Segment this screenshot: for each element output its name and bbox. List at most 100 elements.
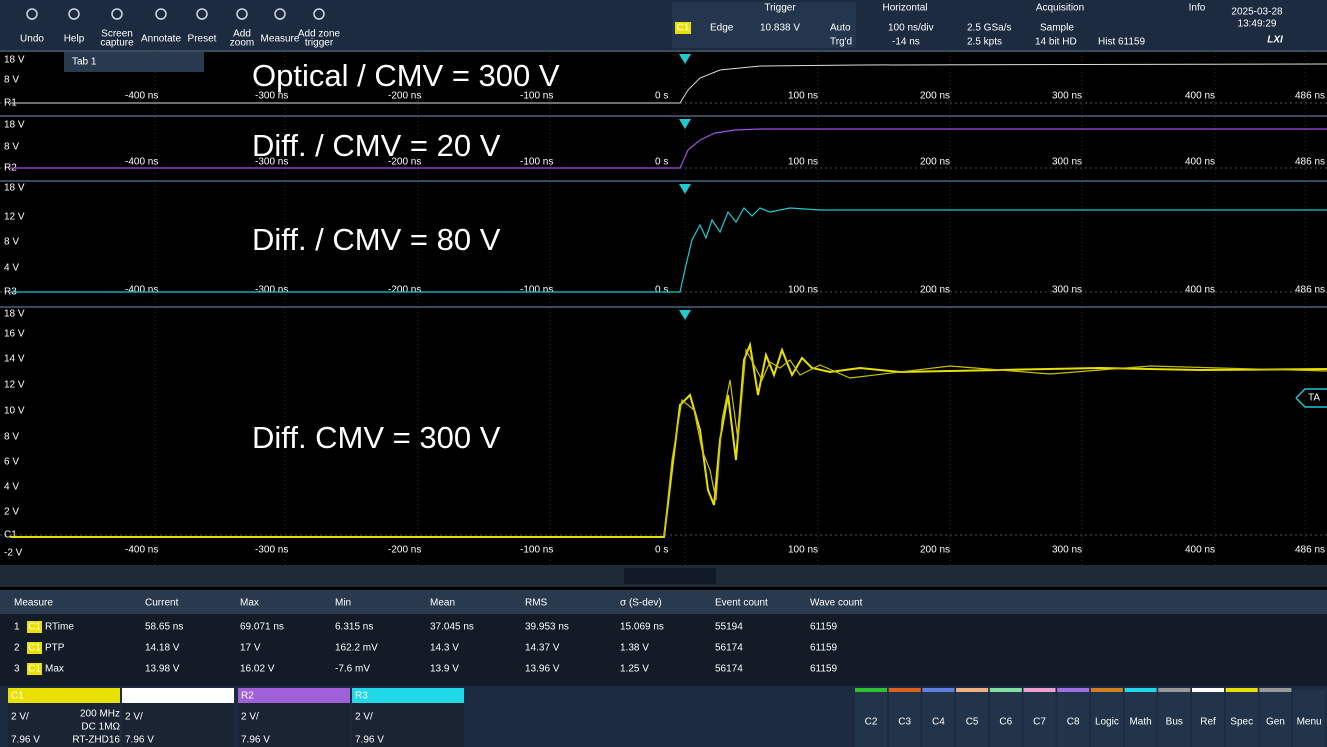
y-label: 14 V <box>4 354 25 365</box>
channel-name: R2 <box>241 691 254 702</box>
panel-title: Acquisition <box>1036 3 1084 14</box>
x-label: -100 ns <box>520 285 553 296</box>
button-label: Undo <box>20 34 44 45</box>
button-label: Measure <box>261 34 300 45</box>
trigger-arrow <box>679 54 691 64</box>
table-cell: 13.9 V <box>430 664 459 675</box>
bottom-button-label: Gen <box>1266 717 1285 728</box>
button-icon <box>274 8 286 20</box>
bottom-button[interactable] <box>1124 690 1157 747</box>
y-label: 6 V <box>4 457 19 468</box>
x-label: -100 ns <box>520 545 553 556</box>
button-label: Add zone <box>298 29 341 40</box>
y-label: 8 V <box>4 432 19 443</box>
bottom-button[interactable] <box>855 690 887 747</box>
bottom-button[interactable] <box>1192 690 1224 747</box>
acq-rate: 2.5 GSa/s <box>967 23 1011 34</box>
table-header: Min <box>335 598 351 609</box>
bottom-button[interactable] <box>1023 690 1056 747</box>
bottom-button-label: C4 <box>932 717 945 728</box>
x-label: -200 ns <box>388 157 421 168</box>
x-label: -400 ns <box>125 545 158 556</box>
table-cell: 39.953 ns <box>525 622 569 633</box>
channel-name: C1 <box>11 691 24 702</box>
bottom-button[interactable] <box>1293 690 1326 747</box>
bottom-button[interactable] <box>989 690 1022 747</box>
info-logo: LXI <box>1267 35 1283 46</box>
button-color-strip <box>1124 688 1157 692</box>
button-label: Preset <box>188 34 217 45</box>
trigger-level-marker: TA <box>1308 393 1320 404</box>
acq-mode: Sample <box>1040 23 1074 34</box>
row-channel: C1 <box>28 643 41 654</box>
channel-header <box>352 688 464 703</box>
trigger-channel: C1 <box>677 23 690 34</box>
trigger-arrow <box>679 119 691 129</box>
channel-name: R3 <box>355 691 368 702</box>
y-label: 12 V <box>4 212 25 223</box>
trigger-level: 10.838 V <box>760 23 800 34</box>
panel-title: Trigger <box>764 3 796 14</box>
table-cell: 1.25 V <box>620 664 649 675</box>
table-cell: 14.18 V <box>145 643 180 654</box>
bottom-button[interactable] <box>1158 690 1191 747</box>
bottom-button[interactable] <box>1259 690 1292 747</box>
bottom-button-label: C3 <box>898 717 911 728</box>
button-label: Annotate <box>141 34 181 45</box>
y-label: 8 V <box>4 142 19 153</box>
toolbar <box>0 0 1327 50</box>
bottom-button[interactable] <box>1225 690 1258 747</box>
button-color-strip <box>1090 688 1123 692</box>
annotation: Diff. CMV = 300 V <box>252 420 501 455</box>
y-label: 18 V <box>4 309 25 320</box>
table-cell: 16.02 V <box>240 664 275 675</box>
channel-scale: 2 V/ <box>355 712 373 723</box>
x-label: 300 ns <box>1052 91 1082 102</box>
waveform-r1 <box>10 63 1327 104</box>
row-index: 3 <box>14 664 20 675</box>
x-label: 300 ns <box>1052 545 1082 556</box>
y-label: 18 V <box>4 120 25 131</box>
x-label: 400 ns <box>1185 91 1215 102</box>
tab[interactable] <box>64 52 204 72</box>
x-label: 0 s <box>655 91 668 102</box>
channel-scale: 2 V/ <box>241 712 259 723</box>
bottom-button-label: C6 <box>999 717 1012 728</box>
table-cell: 61159 <box>810 664 838 675</box>
table-cell: 15.069 ns <box>620 622 664 633</box>
bottom-button[interactable] <box>922 690 955 747</box>
bottom-button[interactable] <box>888 690 921 747</box>
channel-scale: 2 V/ <box>125 712 143 723</box>
channel-header <box>122 688 234 703</box>
bottom-button-label: Spec <box>1230 717 1253 728</box>
row-channel: C1 <box>28 664 41 675</box>
button-color-strip <box>1259 688 1292 692</box>
scroll-handle[interactable] <box>624 568 716 584</box>
x-label: 100 ns <box>788 91 818 102</box>
waveform-c1-b <box>663 347 1327 538</box>
table-header: σ (S-dev) <box>620 598 662 609</box>
button-label: zoom <box>230 38 254 49</box>
bottom-button[interactable] <box>956 690 989 747</box>
x-label: 486 ns <box>1295 157 1325 168</box>
info-time: 13:49:29 <box>1238 19 1277 30</box>
button-color-strip <box>1225 688 1258 692</box>
button-color-strip <box>1192 688 1224 692</box>
y-label: -2 V <box>4 548 23 559</box>
table-cell: 37.045 ns <box>430 622 474 633</box>
x-label: 300 ns <box>1052 157 1082 168</box>
x-label: 300 ns <box>1052 285 1082 296</box>
x-label: -300 ns <box>255 91 288 102</box>
tab-label: Tab 1 <box>72 57 97 68</box>
channel-badge <box>27 621 42 633</box>
bottom-button[interactable] <box>1090 690 1123 747</box>
button-color-strip <box>1158 688 1191 692</box>
waveform-r3 <box>10 207 1327 293</box>
x-label: 0 s <box>655 545 668 556</box>
y-label: 4 V <box>4 263 19 274</box>
button-label: Help <box>64 34 85 45</box>
x-label: 400 ns <box>1185 545 1215 556</box>
channel-bandwidth: 200 MHz <box>80 709 120 720</box>
bottom-button[interactable] <box>1057 690 1090 747</box>
channel-offset: 7.96 V <box>241 735 270 746</box>
